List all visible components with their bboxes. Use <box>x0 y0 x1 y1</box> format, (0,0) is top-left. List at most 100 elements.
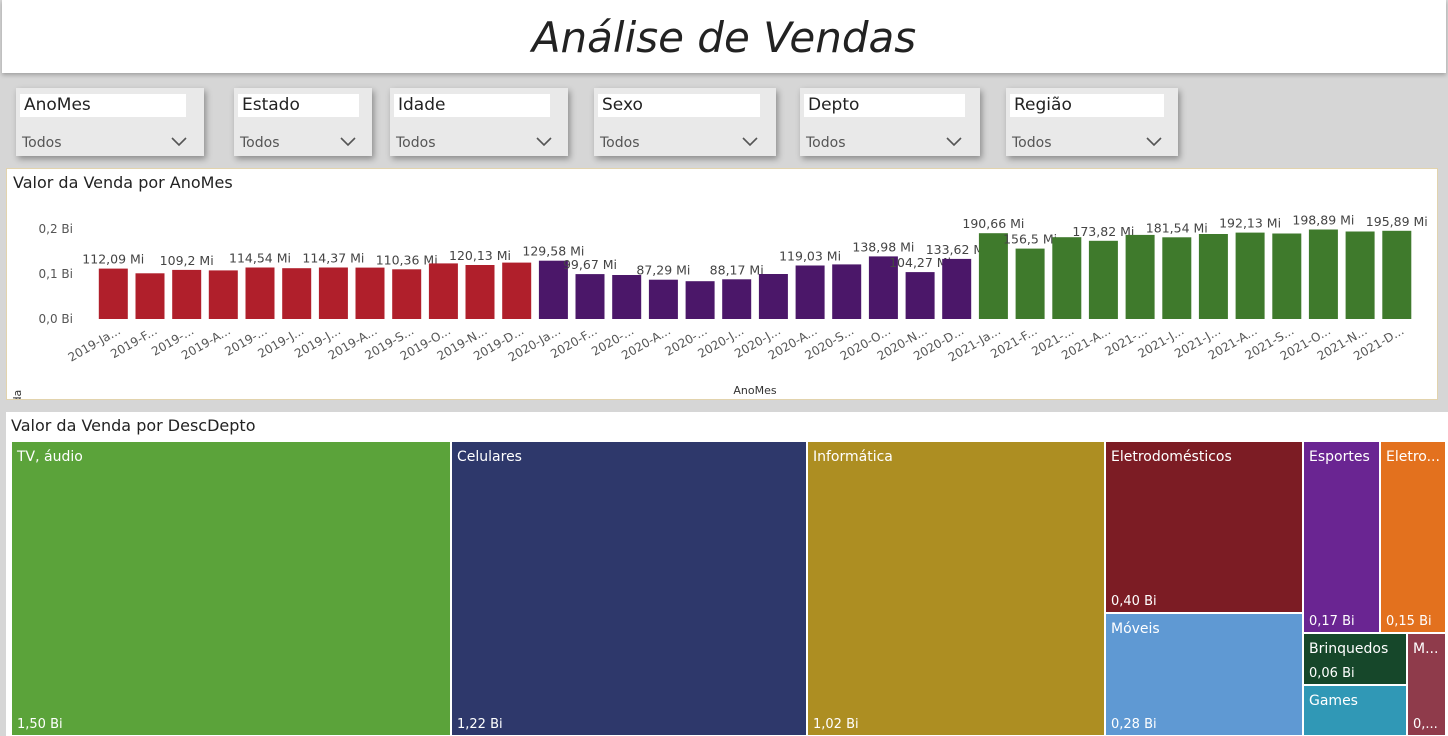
tile-label: Celulares <box>457 449 522 465</box>
treemap-tile-eletrodomesticos[interactable]: Eletrodomésticos 0,40 Bi <box>1105 441 1303 613</box>
report-title: Análise de Vendas <box>531 13 917 62</box>
treemap-tile-m[interactable]: M... 0,... <box>1407 633 1446 736</box>
bar[interactable] <box>1088 240 1118 319</box>
slicer-sexo[interactable]: Sexo Todos <box>594 88 776 156</box>
chevron-down-icon[interactable] <box>946 135 962 147</box>
bar[interactable] <box>758 274 788 319</box>
bar[interactable] <box>355 267 385 319</box>
bar-data-label: 129,58 Mi <box>522 244 584 259</box>
chevron-down-icon[interactable] <box>340 135 356 147</box>
slicer-anomes[interactable]: AnoMes Todos <box>16 88 204 156</box>
treemap-tile-celulares[interactable]: Celulares 1,22 Bi <box>451 441 807 736</box>
bar-data-label: 119,03 Mi <box>779 249 841 264</box>
bar-data-label: 99,67 Mi <box>563 257 617 272</box>
bar[interactable] <box>722 279 752 319</box>
bar[interactable] <box>98 268 128 319</box>
bar[interactable] <box>905 272 935 319</box>
slicer-anomes-title: AnoMes <box>20 94 186 117</box>
slicer-estado[interactable]: Estado Todos <box>234 88 372 156</box>
y-axis-label: Valor da Venda <box>11 390 24 399</box>
tile-value: 1,02 Bi <box>813 717 859 732</box>
bar[interactable] <box>1125 234 1155 319</box>
bar-data-label: 104,27 Mi <box>889 255 951 270</box>
tile-label: Informática <box>813 449 893 465</box>
bar[interactable] <box>1198 234 1228 319</box>
bar[interactable] <box>685 281 715 319</box>
tile-value: 0,28 Bi <box>1111 717 1157 732</box>
slicer-regiao-title: Região <box>1010 94 1164 117</box>
tile-value: 0,17 Bi <box>1309 614 1355 629</box>
bar-data-label: 195,89 Mi <box>1366 214 1428 229</box>
chevron-down-icon[interactable] <box>1146 135 1162 147</box>
bar-data-label: 109,2 Mi <box>160 253 214 268</box>
slicer-regiao[interactable]: Região Todos <box>1006 88 1178 156</box>
slicer-estado-value: Todos <box>240 135 280 151</box>
bar[interactable] <box>1052 237 1082 319</box>
bar[interactable] <box>648 279 678 319</box>
tile-label: Eletro... <box>1386 449 1440 465</box>
bar[interactable] <box>208 270 238 319</box>
y-tick-label: 0,0 Bi <box>39 312 73 326</box>
bar[interactable] <box>538 260 568 319</box>
treemap-tile-games[interactable]: Games <box>1303 685 1407 736</box>
treemap-tile-tv-audio[interactable]: TV, áudio 1,50 Bi <box>11 441 451 736</box>
bar[interactable] <box>612 275 642 319</box>
bar[interactable] <box>135 273 165 319</box>
bar[interactable] <box>245 267 275 320</box>
treemap-tile-moveis[interactable]: Móveis 0,28 Bi <box>1105 613 1303 736</box>
tile-value: 1,22 Bi <box>457 717 503 732</box>
bar[interactable] <box>392 269 422 319</box>
bar-chart-title: Valor da Venda por AnoMes <box>13 173 233 192</box>
tile-label: Móveis <box>1111 621 1160 637</box>
bar-data-label: 112,09 Mi <box>82 252 144 267</box>
slicer-regiao-value: Todos <box>1012 135 1052 151</box>
bar[interactable] <box>318 267 348 320</box>
bar[interactable] <box>942 258 972 319</box>
chevron-down-icon[interactable] <box>171 135 187 147</box>
slicer-sexo-value: Todos <box>600 135 640 151</box>
bar[interactable] <box>1015 248 1045 319</box>
bar[interactable] <box>832 264 862 319</box>
bar[interactable] <box>575 274 605 319</box>
bar[interactable] <box>1382 230 1412 319</box>
bar[interactable] <box>978 233 1008 319</box>
bar[interactable] <box>465 265 495 319</box>
tile-value: 0,40 Bi <box>1111 594 1157 609</box>
treemap-tile-eletro[interactable]: Eletro... 0,15 Bi <box>1380 441 1446 633</box>
bar-data-label: 138,98 Mi <box>852 239 914 254</box>
slicer-idade[interactable]: Idade Todos <box>390 88 568 156</box>
bar-data-label: 173,82 Mi <box>1072 224 1134 239</box>
bar[interactable] <box>502 262 532 319</box>
slicer-depto[interactable]: Depto Todos <box>800 88 980 156</box>
bar[interactable] <box>428 263 458 319</box>
tile-label: Games <box>1309 693 1358 709</box>
bar[interactable] <box>868 256 898 319</box>
bar-data-label: 192,13 Mi <box>1219 216 1281 231</box>
bar[interactable] <box>1345 231 1375 320</box>
bar[interactable] <box>795 265 825 320</box>
treemap-title: Valor da Venda por DescDepto <box>11 416 256 435</box>
treemap-tile-informatica[interactable]: Informática 1,02 Bi <box>807 441 1105 736</box>
chevron-down-icon[interactable] <box>536 135 552 147</box>
report-header: Análise de Vendas <box>2 0 1446 73</box>
bar[interactable] <box>1272 233 1302 320</box>
tile-label: Brinquedos <box>1309 641 1389 657</box>
tile-value: 0,06 Bi <box>1309 666 1355 681</box>
treemap-tile-esportes[interactable]: Esportes 0,17 Bi <box>1303 441 1380 633</box>
bar-data-label: 114,37 Mi <box>302 251 364 266</box>
bar[interactable] <box>1308 229 1338 320</box>
bar-data-label: 87,29 Mi <box>636 263 690 278</box>
chevron-down-icon[interactable] <box>742 135 758 147</box>
x-axis-label: AnoMes <box>733 384 776 397</box>
bar-data-label: 181,54 Mi <box>1146 220 1208 235</box>
bar[interactable] <box>1162 237 1192 319</box>
bar[interactable] <box>1235 232 1265 319</box>
bar-data-label: 133,62 Mi <box>926 242 988 257</box>
tile-label: M... <box>1413 641 1439 657</box>
bar[interactable] <box>172 269 202 319</box>
bar-data-label: 120,13 Mi <box>449 248 511 263</box>
bar[interactable] <box>282 268 312 319</box>
slicer-depto-value: Todos <box>806 135 846 151</box>
treemap-tile-brinquedos[interactable]: Brinquedos 0,06 Bi <box>1303 633 1407 685</box>
bar-data-label: 88,17 Mi <box>710 262 764 277</box>
